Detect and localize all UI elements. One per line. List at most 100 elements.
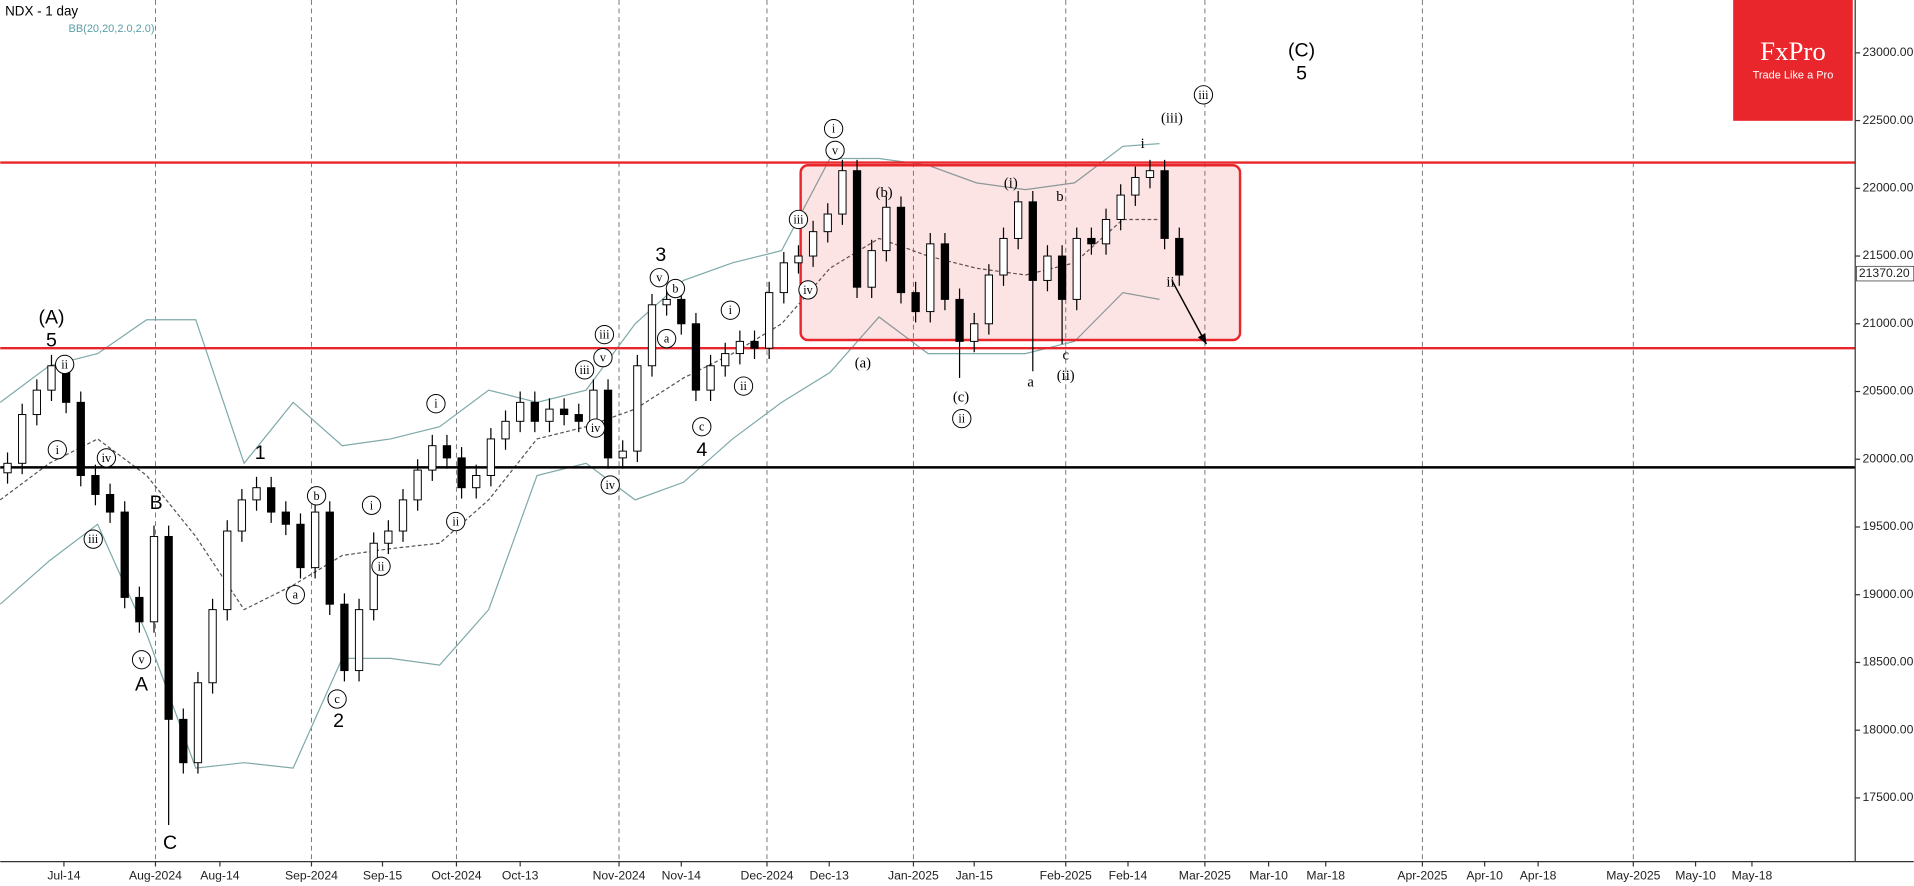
candle-body bbox=[955, 298, 964, 342]
y-tick-label: 21000.00 bbox=[1863, 316, 1914, 330]
candle-body bbox=[354, 609, 364, 672]
candle-body bbox=[1160, 170, 1169, 239]
candle bbox=[926, 233, 935, 323]
candle bbox=[135, 586, 144, 633]
candle-body bbox=[838, 170, 847, 215]
wave-circle bbox=[952, 408, 972, 429]
wave-circle bbox=[825, 140, 845, 161]
candle-body bbox=[735, 340, 745, 355]
candle-body bbox=[1131, 176, 1140, 196]
wave-label: i bbox=[1141, 136, 1145, 152]
candle bbox=[1087, 227, 1096, 255]
candle-body bbox=[1101, 218, 1111, 245]
wave-label: ii bbox=[378, 559, 385, 573]
candle bbox=[252, 476, 261, 511]
x-tick-label: Oct-13 bbox=[502, 868, 539, 882]
candle bbox=[310, 501, 320, 579]
y-tick-label: 18000.00 bbox=[1863, 722, 1914, 736]
wave-label: (i) bbox=[1004, 175, 1018, 191]
candle-body bbox=[970, 323, 979, 342]
candle-body bbox=[91, 475, 100, 495]
candle-body bbox=[76, 401, 85, 476]
candle-body bbox=[164, 535, 173, 720]
candle bbox=[237, 489, 247, 542]
candle bbox=[618, 440, 627, 469]
wave-label: b bbox=[672, 282, 678, 296]
wave-circle bbox=[446, 511, 466, 532]
candle-body bbox=[1043, 255, 1052, 281]
candle bbox=[3, 452, 12, 484]
wave-label: c bbox=[1063, 348, 1070, 364]
candle bbox=[662, 288, 671, 316]
wave-label: iii bbox=[1198, 88, 1209, 102]
wave-label: A bbox=[135, 674, 148, 696]
candle bbox=[677, 288, 686, 335]
candle-body bbox=[1057, 255, 1067, 300]
candle-body bbox=[1028, 201, 1037, 281]
candle-body bbox=[296, 523, 305, 569]
candle bbox=[940, 233, 950, 311]
candle bbox=[735, 330, 745, 365]
candle-body bbox=[721, 353, 730, 367]
candle bbox=[428, 434, 437, 481]
candle-body bbox=[486, 438, 496, 476]
candle-body bbox=[3, 462, 12, 474]
wave-label: c bbox=[699, 420, 705, 434]
candle bbox=[603, 379, 613, 469]
candle-body bbox=[208, 609, 217, 684]
candle bbox=[750, 330, 759, 359]
x-tick-label: Dec-2024 bbox=[741, 868, 794, 882]
candle bbox=[999, 227, 1008, 286]
wave-label: 2 bbox=[333, 710, 344, 732]
wave-circle bbox=[306, 486, 327, 506]
candle bbox=[647, 293, 657, 377]
x-tick-label: Feb-2025 bbox=[1040, 868, 1092, 882]
wave-label: iv bbox=[591, 421, 601, 435]
candle-body bbox=[765, 292, 774, 349]
brand-logo: FxPro Trade Like a Pro bbox=[1733, 0, 1853, 121]
wave-label: a bbox=[1027, 375, 1034, 391]
candle-body bbox=[267, 487, 276, 513]
candle bbox=[1028, 191, 1037, 372]
wave-label: iii bbox=[580, 363, 591, 377]
wave-label: 5 bbox=[1296, 63, 1307, 85]
candle-body bbox=[999, 237, 1008, 276]
candle bbox=[633, 354, 642, 462]
wave-label: ii bbox=[452, 515, 459, 529]
wave-circle bbox=[361, 495, 382, 515]
zone-layer bbox=[799, 164, 1242, 342]
x-tick-label: Apr-18 bbox=[1520, 868, 1557, 882]
chart-title: NDX - 1 day bbox=[5, 4, 78, 19]
candle-body bbox=[779, 262, 788, 294]
last-price-label: 21370.20 bbox=[1859, 266, 1910, 280]
candle bbox=[794, 245, 803, 274]
y-tick-label: 19500.00 bbox=[1863, 519, 1914, 533]
candle-body bbox=[1145, 170, 1155, 178]
wave-label: ii bbox=[1166, 274, 1174, 290]
candle-body bbox=[105, 493, 115, 513]
candle bbox=[47, 354, 56, 401]
y-tick-label: 20500.00 bbox=[1863, 384, 1914, 398]
wave-label: 3 bbox=[655, 244, 666, 266]
wave-circle bbox=[83, 529, 103, 549]
wave-label: (c) bbox=[953, 390, 969, 406]
forecast-arrow bbox=[1171, 280, 1208, 345]
candle-body bbox=[472, 475, 481, 489]
candle-body bbox=[369, 542, 378, 611]
candle bbox=[852, 159, 862, 299]
candle-body bbox=[1072, 237, 1081, 300]
wave-circle bbox=[649, 268, 669, 288]
candle-body bbox=[662, 298, 671, 306]
candle bbox=[369, 532, 378, 621]
x-tick-label: Apr-10 bbox=[1466, 868, 1503, 882]
wave-label: B bbox=[150, 492, 163, 514]
candle bbox=[32, 379, 41, 426]
wave-label: (a) bbox=[855, 356, 871, 372]
candle-body bbox=[501, 420, 510, 440]
candle-body bbox=[530, 401, 539, 422]
arrow-head bbox=[1197, 333, 1207, 345]
candle bbox=[486, 428, 496, 487]
candle bbox=[896, 196, 906, 304]
candle bbox=[1072, 227, 1081, 311]
